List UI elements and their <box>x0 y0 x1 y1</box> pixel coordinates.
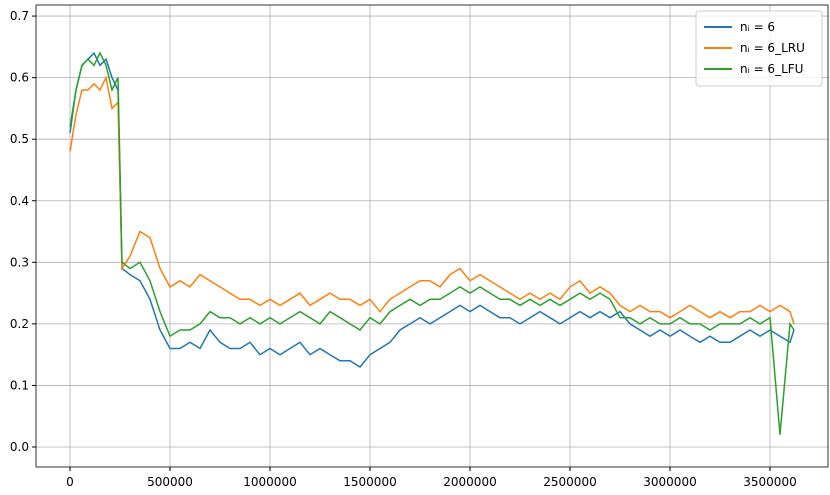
y-tick-label: 0.2 <box>10 317 29 331</box>
x-tick-label: 500000 <box>147 475 193 489</box>
series-line <box>69 51 795 435</box>
y-tick-label: 0.5 <box>10 132 29 146</box>
x-tick-label: 2000000 <box>443 475 496 489</box>
y-tick-label: 0.0 <box>10 440 29 454</box>
x-tick-label: 3000000 <box>643 475 696 489</box>
y-tick-label: 0.3 <box>10 255 29 269</box>
legend-label: nᵢ = 6 <box>740 20 775 34</box>
legend-label: nᵢ = 6_LRU <box>740 41 805 55</box>
x-tick-label: 1000000 <box>243 475 296 489</box>
y-tick-label: 0.7 <box>10 9 29 23</box>
plot-frame <box>35 4 829 468</box>
series-line <box>69 75 795 325</box>
legend-label: nᵢ = 6_LFU <box>740 62 803 76</box>
series-line <box>69 51 795 368</box>
x-tick-label: 1500000 <box>343 475 396 489</box>
y-tick-label: 0.6 <box>10 71 29 85</box>
legend: nᵢ = 6 nᵢ = 6_LRU nᵢ = 6_LFU <box>695 10 823 87</box>
x-tick-label: 3500000 <box>743 475 796 489</box>
x-tick-label: 0 <box>66 475 74 489</box>
legend-box <box>695 10 823 87</box>
x-tick-label: 2500000 <box>543 475 596 489</box>
y-tick-label: 0.1 <box>10 378 29 392</box>
y-tick-label: 0.4 <box>10 194 29 208</box>
